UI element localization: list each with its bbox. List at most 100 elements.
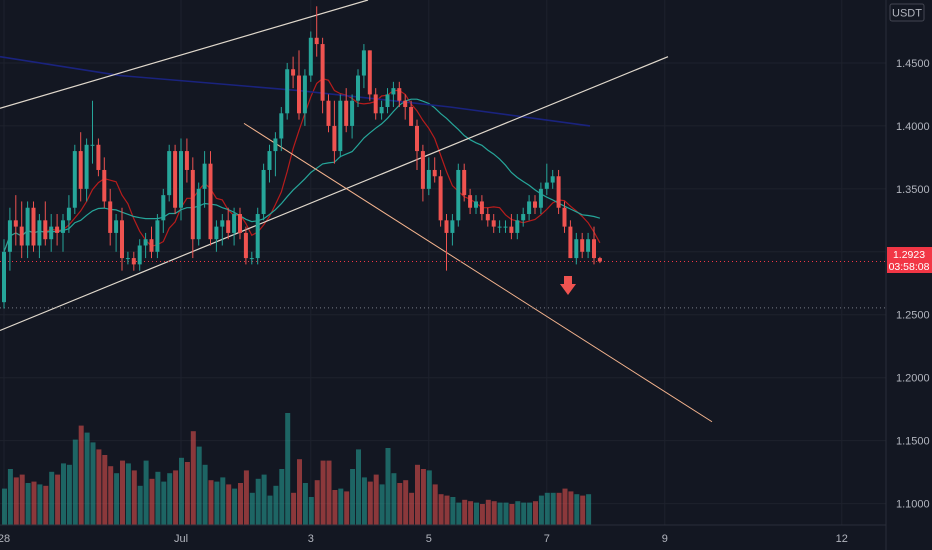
candle[interactable]: [403, 94, 408, 120]
candle[interactable]: [491, 214, 496, 233]
candle[interactable]: [356, 69, 360, 108]
candle[interactable]: [255, 207, 260, 265]
candle[interactable]: [208, 151, 213, 246]
candle[interactable]: [243, 226, 248, 265]
candle[interactable]: [415, 119, 419, 170]
candle[interactable]: [468, 188, 473, 215]
candle[interactable]: [344, 88, 349, 133]
candle[interactable]: [314, 6, 319, 57]
candle[interactable]: [592, 226, 596, 265]
candle[interactable]: [108, 188, 113, 246]
candle[interactable]: [249, 251, 254, 265]
candle[interactable]: [580, 232, 585, 259]
candle[interactable]: [43, 201, 48, 246]
candle[interactable]: [167, 144, 172, 202]
candle[interactable]: [361, 44, 366, 89]
candle[interactable]: [320, 37, 325, 114]
candle[interactable]: [485, 207, 490, 227]
channel-upper-line[interactable]: [0, 0, 369, 109]
candle[interactable]: [49, 214, 54, 252]
candle[interactable]: [78, 132, 83, 202]
candle[interactable]: [120, 207, 124, 271]
candle[interactable]: [273, 132, 278, 177]
candle[interactable]: [96, 138, 101, 177]
candle[interactable]: [13, 195, 18, 246]
candle[interactable]: [574, 232, 579, 265]
candle[interactable]: [521, 207, 526, 227]
channel-lower-line[interactable]: [0, 56, 669, 332]
candle[interactable]: [125, 251, 130, 265]
candle[interactable]: [285, 62, 290, 120]
candle[interactable]: [90, 100, 95, 164]
candle[interactable]: [550, 169, 555, 189]
candle[interactable]: [326, 94, 331, 133]
candle[interactable]: [503, 220, 508, 233]
candle[interactable]: [385, 88, 390, 114]
candle[interactable]: [444, 214, 449, 271]
candle[interactable]: [161, 188, 166, 233]
candle[interactable]: [220, 214, 225, 246]
candle[interactable]: [426, 157, 431, 196]
candle[interactable]: [597, 256, 602, 264]
candle[interactable]: [544, 163, 549, 196]
candle[interactable]: [137, 239, 142, 271]
candlesticks[interactable]: [2, 6, 602, 309]
candle[interactable]: [19, 201, 24, 259]
candle[interactable]: [179, 138, 183, 221]
candle[interactable]: [72, 144, 77, 215]
candle[interactable]: [261, 163, 266, 221]
candle[interactable]: [527, 195, 532, 221]
candle[interactable]: [226, 207, 231, 240]
candle[interactable]: [332, 100, 337, 164]
candle[interactable]: [55, 214, 60, 246]
candle[interactable]: [302, 69, 307, 126]
candle[interactable]: [450, 214, 455, 246]
candle[interactable]: [409, 100, 414, 126]
candle[interactable]: [586, 232, 591, 259]
candle[interactable]: [497, 220, 502, 233]
candle[interactable]: [214, 220, 219, 252]
candle[interactable]: [61, 214, 65, 252]
candle[interactable]: [432, 157, 437, 183]
candle[interactable]: [31, 201, 36, 252]
candle[interactable]: [279, 107, 284, 152]
candle[interactable]: [202, 151, 207, 208]
candle[interactable]: [84, 138, 89, 202]
candle[interactable]: [474, 195, 478, 215]
candle[interactable]: [456, 163, 461, 227]
candle[interactable]: [232, 207, 237, 246]
candle[interactable]: [397, 81, 402, 108]
candle[interactable]: [509, 214, 514, 240]
candle[interactable]: [267, 144, 272, 183]
candle[interactable]: [2, 239, 6, 309]
candle[interactable]: [173, 144, 178, 215]
candle[interactable]: [196, 182, 201, 246]
candle[interactable]: [291, 56, 296, 89]
candle[interactable]: [538, 182, 543, 215]
candle[interactable]: [568, 220, 573, 259]
candle[interactable]: [556, 169, 561, 215]
candle[interactable]: [479, 195, 484, 221]
candle[interactable]: [308, 31, 313, 82]
candle[interactable]: [338, 94, 343, 158]
candle[interactable]: [391, 81, 396, 108]
price-axis[interactable]: 1.45001.40001.35001.30001.25001.20001.15…: [885, 0, 932, 550]
candle[interactable]: [297, 50, 301, 120]
candle[interactable]: [238, 207, 242, 240]
candle[interactable]: [438, 169, 443, 227]
descending-line[interactable]: [243, 122, 713, 423]
candle[interactable]: [131, 251, 136, 271]
candle[interactable]: [190, 157, 195, 259]
candle[interactable]: [562, 201, 567, 233]
candle[interactable]: [420, 144, 425, 202]
candle[interactable]: [350, 94, 355, 139]
candle[interactable]: [367, 50, 372, 101]
candle[interactable]: [143, 232, 148, 259]
candle[interactable]: [462, 163, 467, 202]
candle[interactable]: [373, 88, 378, 120]
trendlines[interactable]: [0, 0, 713, 423]
candle[interactable]: [379, 100, 384, 120]
candle[interactable]: [7, 207, 12, 271]
candle[interactable]: [102, 157, 107, 208]
